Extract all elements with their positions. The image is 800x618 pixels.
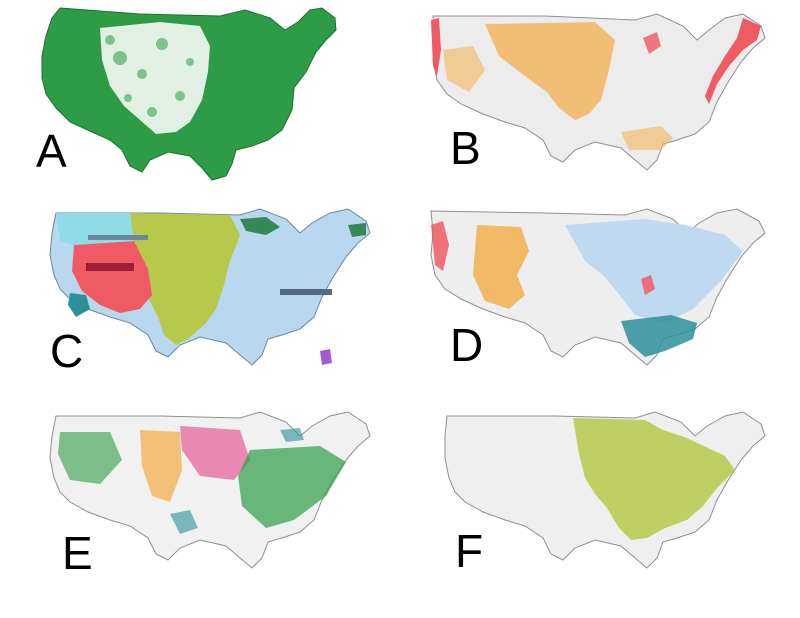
orange-cluster-e	[140, 430, 182, 502]
darkgreen-region-c	[240, 217, 366, 237]
us-map-f	[444, 411, 766, 569]
us-map-a	[41, 7, 337, 181]
pink-cluster-e	[180, 426, 250, 480]
red-coast-east-b	[705, 18, 761, 104]
red-coast-west-b	[431, 18, 441, 76]
teal-coast-d	[621, 315, 697, 357]
red-region-c	[72, 241, 152, 313]
cyan-region-c	[56, 213, 134, 245]
class-clusters-e	[58, 426, 346, 534]
orange-zone-b	[485, 22, 615, 120]
green-cluster-e	[238, 446, 346, 528]
us-map-c	[49, 208, 371, 366]
orange-zone-d	[473, 225, 529, 309]
map-panel-f: F	[425, 410, 780, 585]
band-east-c	[280, 289, 332, 295]
lime-zone-f	[573, 418, 735, 540]
orange-dots-b	[443, 46, 673, 150]
map-panel-a: A	[30, 0, 350, 190]
lime-region-c	[130, 213, 240, 345]
panel-label-d: D	[450, 319, 484, 371]
forest-texture-a	[105, 35, 194, 117]
us-map-e	[49, 411, 371, 569]
map-panel-c: C	[30, 205, 380, 380]
panel-label-c: C	[50, 325, 84, 377]
red-lakes-b	[643, 32, 661, 54]
dark-band-c	[86, 263, 134, 271]
map-panel-d: D	[425, 205, 780, 380]
purple-tip-c	[320, 349, 332, 365]
map-panel-e: E	[30, 410, 380, 580]
panel-label-a: A	[36, 125, 67, 177]
red-coast-d	[431, 221, 449, 271]
red-patch-d	[641, 275, 655, 295]
panel-label-f: F	[455, 525, 484, 577]
teal-spots-e	[170, 428, 304, 534]
blue-zone-d	[565, 219, 743, 323]
teal-region-c	[68, 293, 90, 317]
us-map-b	[431, 13, 766, 171]
grey-band-c	[88, 235, 148, 240]
panel-label-b: B	[450, 122, 481, 174]
green-west-e	[58, 432, 122, 484]
map-panel-b: B	[425, 10, 775, 190]
us-map-d	[430, 208, 766, 366]
panel-label-e: E	[62, 527, 93, 579]
forest-clearing-a	[100, 22, 210, 134]
